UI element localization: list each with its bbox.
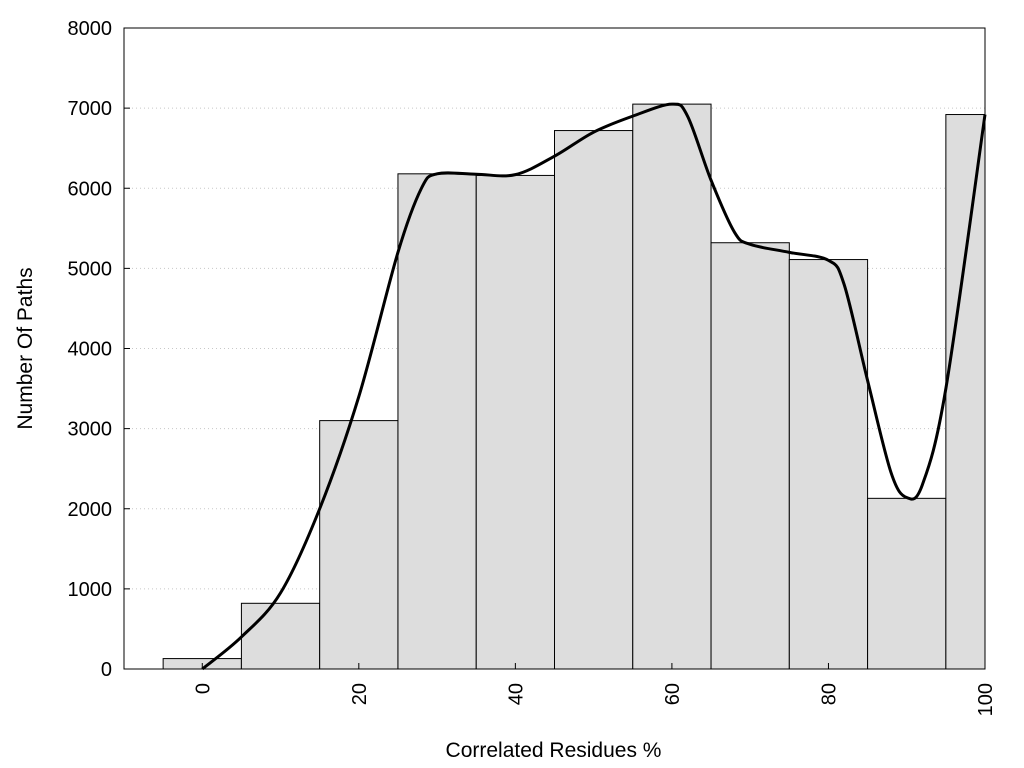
x-axis-ticks: 0 20 40 60 80 100 — [192, 663, 997, 716]
y-tick-label-7: 7000 — [68, 98, 113, 120]
x-tick-label-1: 20 — [349, 683, 371, 705]
bar-10 — [945, 114, 986, 670]
x-tick-label-5: 100 — [975, 683, 997, 716]
x-tick-label-4: 80 — [818, 683, 840, 705]
x-axis-title: Correlated Residues % — [446, 739, 662, 762]
y-tick-label-8: 8000 — [68, 18, 113, 40]
y-tick-label-5: 5000 — [68, 258, 113, 280]
bar-1 — [240, 602, 321, 670]
y-axis-ticks: 0 1000 2000 3000 4000 5000 6000 7000 8000 — [68, 18, 130, 681]
bar-3 — [397, 173, 477, 670]
bar-2 — [319, 420, 399, 670]
bar-4 — [475, 174, 555, 670]
bar-5 — [554, 130, 634, 670]
bar-6 — [632, 103, 712, 670]
y-tick-label-6: 6000 — [68, 178, 113, 200]
y-tick-label-3: 3000 — [68, 419, 113, 441]
bar-9 — [867, 497, 947, 670]
curve-line — [201, 102, 987, 671]
y-axis-title: Number Of Paths — [14, 267, 37, 429]
y-tick-label-0: 0 — [101, 659, 112, 681]
bar-8 — [788, 259, 869, 670]
x-tick-label-3: 60 — [662, 683, 684, 705]
trend-curve — [201, 102, 987, 671]
y-tick-label-2: 2000 — [68, 499, 113, 521]
y-tick-label-1: 1000 — [68, 579, 113, 601]
y-tick-label-4: 4000 — [68, 339, 113, 361]
x-tick-label-0: 0 — [192, 683, 214, 694]
x-tick-label-2: 40 — [505, 683, 527, 705]
bar-7 — [710, 242, 790, 670]
